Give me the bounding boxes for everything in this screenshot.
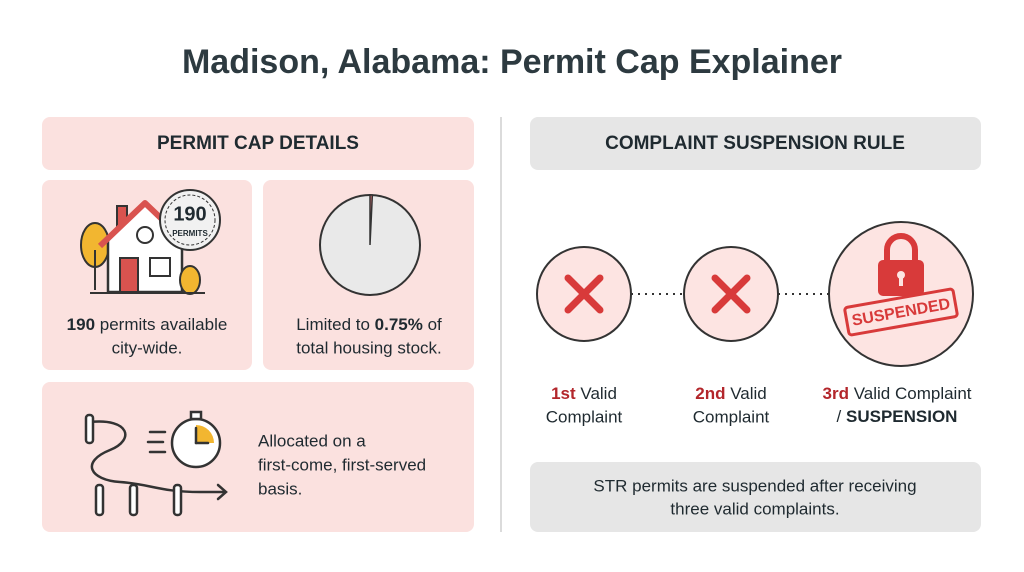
- step-2-label: Valid: [730, 384, 767, 403]
- badge-number: 190: [173, 203, 206, 225]
- right-header-box: [530, 117, 981, 170]
- allocation-line3: basis.: [258, 479, 302, 498]
- permits-bold: 190: [67, 315, 95, 334]
- step-1-icon: [536, 246, 632, 342]
- share-after: of: [428, 315, 442, 334]
- share-text: Limited to 0.75% of: [296, 315, 442, 334]
- badge-label: PERMITS: [172, 229, 208, 238]
- permits-line2: city-wide.: [112, 338, 183, 357]
- left-header-box: [42, 117, 474, 170]
- step-2-ordinal: 2nd: [695, 384, 725, 403]
- share-line2: total housing stock.: [296, 338, 442, 357]
- step-3-prefix: /: [837, 407, 842, 426]
- step-1-line2: Complaint: [546, 407, 623, 426]
- badge-ring: [164, 194, 216, 246]
- step-1-label: Valid: [580, 384, 617, 403]
- step-1-line1: 1st Valid: [551, 384, 617, 403]
- permits-text: 190 permits available: [67, 315, 228, 334]
- step-3-bold: SUSPENSION: [846, 407, 957, 426]
- step-3-label: Valid Complaint: [854, 384, 972, 403]
- step-2-icon: [683, 246, 779, 342]
- step-3-ordinal: 3rd: [823, 384, 849, 403]
- allocation-line2: first-come, first-served: [258, 455, 426, 474]
- step-2-line1: 2nd Valid: [695, 384, 767, 403]
- title: Madison, Alabama: Permit Cap Explainer: [182, 43, 842, 81]
- pie-wedge: [369, 194, 374, 246]
- right-header: COMPLAINT SUSPENSION RULE: [605, 133, 905, 154]
- share-before: Limited to: [296, 315, 370, 334]
- note-box: [530, 462, 981, 532]
- share-bold: 0.75%: [375, 315, 423, 334]
- step-2-line2: Complaint: [693, 407, 770, 426]
- left-header: PERMIT CAP DETAILS: [157, 133, 359, 154]
- step-3-icon: SUSPENDED: [828, 221, 974, 367]
- permits-badge: [159, 189, 221, 251]
- step-3-line1: 3rd Valid Complaint: [823, 384, 972, 403]
- allocation-line1: Allocated on a: [258, 431, 366, 450]
- step-1-ordinal: 1st: [551, 384, 576, 403]
- note-line2: three valid complaints.: [670, 499, 839, 518]
- allocation-card: [42, 382, 474, 532]
- step-3-line2: / SUSPENSION: [837, 407, 958, 426]
- permits-line1: permits available: [100, 315, 228, 334]
- note-line1: STR permits are suspended after receivin…: [593, 476, 916, 495]
- queue-icon: [84, 410, 228, 517]
